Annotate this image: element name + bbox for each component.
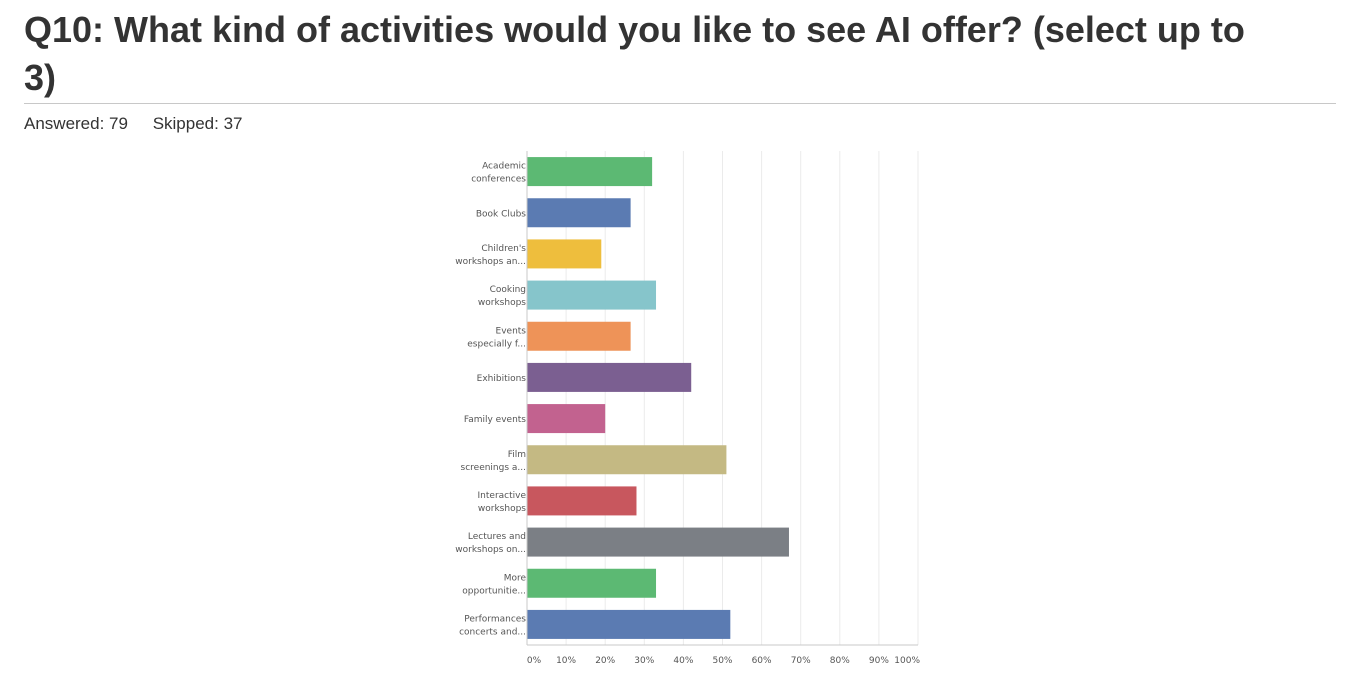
category-label-8-line-1: workshops <box>478 504 526 514</box>
category-label-7-line-1: screenings a... <box>461 463 526 473</box>
response-stats: Answered: 79 Skipped: 37 <box>24 114 262 134</box>
category-label-3-line-0: Cooking <box>490 285 526 295</box>
category-label-0-line-1: conferences <box>471 175 526 185</box>
category-label-10-line-1: opportunitie... <box>462 586 526 596</box>
category-label-10-line-0: More <box>504 573 527 583</box>
answered-count: Answered: 79 <box>24 114 128 133</box>
bar-10 <box>527 568 657 598</box>
category-label-2-line-1: workshops an... <box>455 257 526 267</box>
bar-0 <box>527 157 653 187</box>
category-label-2-line-0: Children's <box>481 244 526 254</box>
category-label-0-line-0: Academic <box>482 162 526 172</box>
category-label-8-line-0: Interactive <box>478 491 527 501</box>
category-label-6: Family events <box>464 415 526 425</box>
x-tick-label-0: 0% <box>527 656 542 666</box>
category-label-4-line-0: Events <box>496 326 527 336</box>
x-tick-label-90: 90% <box>869 656 889 666</box>
skipped-count: Skipped: 37 <box>152 114 243 133</box>
category-label-9-line-0: Lectures and <box>468 532 526 542</box>
x-tick-label-50: 50% <box>712 656 732 666</box>
question-title: Q10: What kind of activities would you l… <box>24 9 1245 98</box>
category-label-5: Exhibitions <box>477 374 527 384</box>
bar-8 <box>527 486 637 516</box>
title-divider <box>24 103 1336 104</box>
bar-9 <box>527 527 789 557</box>
x-tick-label-100: 100% <box>894 656 920 666</box>
category-label-4-line-1: especially f... <box>467 339 526 349</box>
x-tick-label-30: 30% <box>634 656 654 666</box>
bar-5 <box>527 362 692 392</box>
category-label-1: Book Clubs <box>476 209 526 219</box>
x-tick-label-70: 70% <box>791 656 811 666</box>
x-tick-label-10: 10% <box>556 656 576 666</box>
bar-6 <box>527 404 606 434</box>
bar-2 <box>527 239 602 269</box>
category-label-11-line-0: Performances <box>464 614 526 624</box>
bar-7 <box>527 445 727 475</box>
x-tick-label-80: 80% <box>830 656 850 666</box>
category-label-3-line-1: workshops <box>478 298 526 308</box>
x-tick-label-60: 60% <box>752 656 772 666</box>
bar-11 <box>527 609 731 639</box>
x-tick-label-20: 20% <box>595 656 615 666</box>
x-tick-label-40: 40% <box>673 656 693 666</box>
bar-3 <box>527 280 657 310</box>
category-label-11-line-1: concerts and... <box>459 627 526 637</box>
category-label-7-line-0: Film <box>508 450 526 460</box>
bar-1 <box>527 198 631 228</box>
category-label-9-line-1: workshops on... <box>455 545 526 555</box>
bar-4 <box>527 321 631 351</box>
